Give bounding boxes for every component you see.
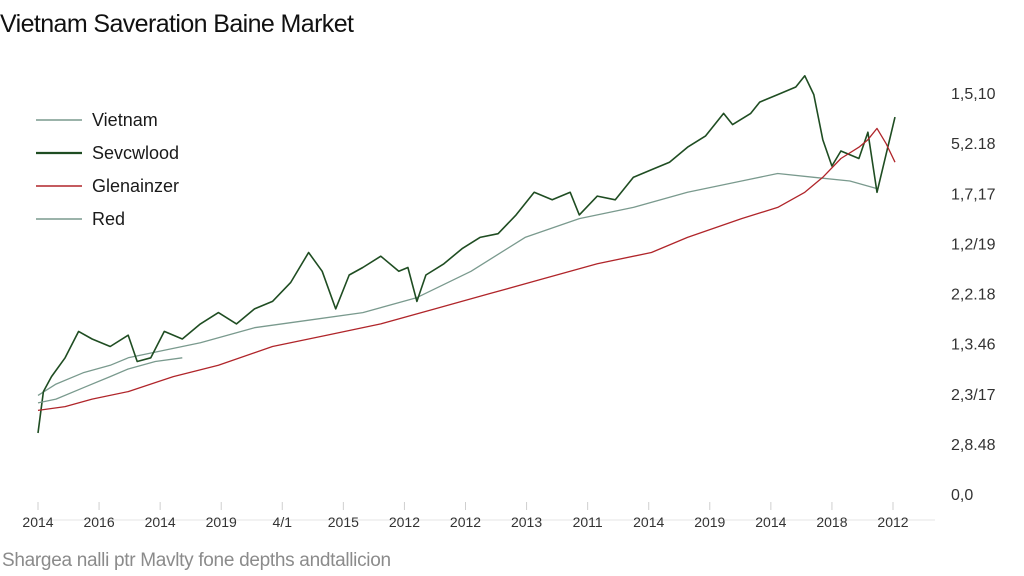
legend-label: Red — [92, 209, 125, 229]
y-tick-labels: 1,5,10 5,2.18 1,7,17 1,2/19 2,2.18 1,3.46 2,3/… — [951, 86, 996, 504]
y-tick-label: 2,2.18 — [951, 287, 996, 304]
series-line-vietnam — [37, 172, 878, 396]
y-tick-label: 2,3/17 — [951, 387, 996, 404]
series-line-glenainzer — [37, 127, 896, 412]
y-tick-label: 1,7,17 — [951, 186, 996, 203]
legend-label: Sevcwlood — [92, 143, 179, 163]
x-tick-label: 2018 — [816, 514, 847, 530]
chart-title: Vietnam Saveration Baine Market — [0, 10, 354, 38]
x-tick-label: 2012 — [450, 514, 481, 530]
x-tick-label: 2012 — [389, 514, 420, 530]
x-tick-label: 2014 — [633, 514, 664, 530]
x-tick-label: 2015 — [328, 514, 359, 530]
y-tick-label: 0,0 — [951, 487, 973, 504]
x-tick-label: 2016 — [83, 514, 114, 530]
x-tick-label: 2019 — [206, 514, 237, 530]
x-tick-label: 2014 — [22, 514, 53, 530]
x-tick-label: 2014 — [755, 514, 786, 530]
y-tick-label: 5,2.18 — [951, 136, 996, 153]
y-tick-label: 2,8.48 — [951, 437, 996, 454]
x-tick-labels: 2014 2016 2014 2019 4/1 2015 2012 2012 2013 2011 2… — [22, 514, 908, 530]
x-tick-label: 2011 — [573, 514, 603, 530]
x-tick-label: 2014 — [145, 514, 176, 530]
series-lines — [37, 75, 896, 434]
x-tick-label: 4/1 — [273, 514, 293, 530]
y-tick-label: 1,5,10 — [951, 86, 996, 103]
y-tick-label: 1,2/19 — [951, 236, 996, 253]
legend-label: Vietnam — [92, 110, 158, 130]
legend-label: Glenainzer — [92, 176, 179, 196]
series-line-red — [37, 357, 183, 404]
x-tick-label: 2013 — [511, 514, 542, 530]
x-tick-label: 2019 — [694, 514, 725, 530]
x-tick-marks — [37, 502, 894, 510]
y-tick-label: 1,3.46 — [951, 337, 996, 354]
x-tick-label: 2012 — [877, 514, 908, 530]
chart-caption: Shargea nalli ptr Mavlty fone depths and… — [2, 550, 391, 571]
legend: Vietnam Sevcwlood Glenainzer Red — [36, 110, 179, 229]
series-line-sevcwlood — [37, 75, 896, 434]
